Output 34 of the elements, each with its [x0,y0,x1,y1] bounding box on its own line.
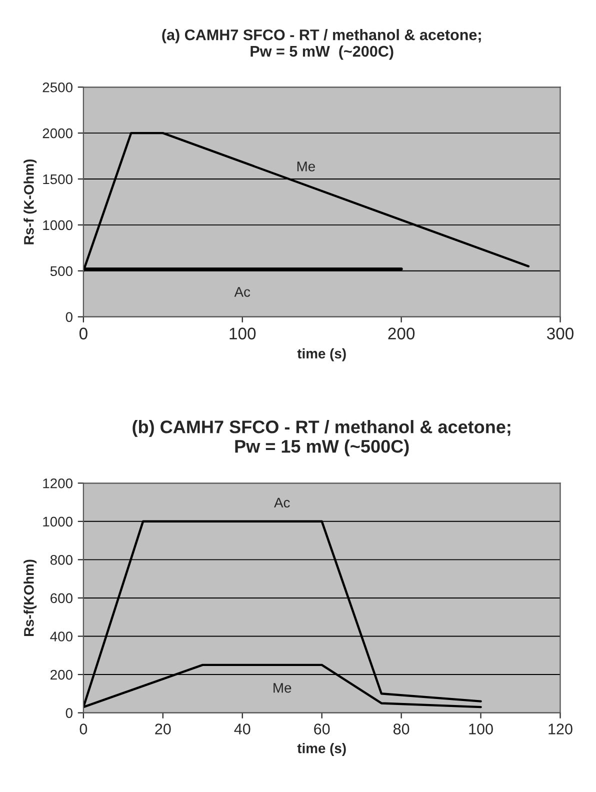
series-label: Me [274,683,292,693]
x-tick-label: 100 [469,724,493,734]
x-tick-label: 20 [155,724,171,734]
series-label: Me [297,162,315,172]
y-tick-label: 0 [66,312,72,322]
x-tick-label: 200 [388,328,415,340]
y-tick-label: 1000 [43,516,72,527]
y-tick-label: 2500 [42,82,72,92]
x-tick-label: 0 [79,328,88,340]
chart-title: (a) CAMH7 SFCO - RT / methanol & acetone; Pw = 5 mW (~200C) [162,29,481,60]
series-label: Ac [274,498,290,508]
y-tick-label: 200 [50,670,72,680]
x-tick-label: 60 [314,724,330,734]
x-axis-title: time (s) [297,743,346,756]
x-tick-label: 300 [546,328,574,340]
y-tick-label: 2000 [42,128,72,138]
y-axis-title: Rs-f(KOhm) [24,560,37,636]
y-axis-title: Rs-f (K-Ohm) [24,159,37,244]
series-label: Ac [234,287,250,297]
y-tick-label: 800 [50,555,72,565]
y-tick-label: 600 [50,593,72,604]
x-tick-label: 80 [393,724,410,734]
x-tick-label: 120 [548,724,572,734]
y-tick-label: 1200 [43,478,72,488]
x-axis-title: time (s) [297,348,346,362]
y-tick-label: 1500 [43,174,72,184]
x-tick-label: 0 [80,724,88,734]
x-tick-label: 40 [234,724,250,734]
y-tick-label: 400 [50,632,72,642]
y-tick-label: 0 [66,708,72,718]
y-tick-label: 1000 [43,220,72,230]
y-tick-label: 500 [50,266,72,276]
chart-title: (b) CAMH7 SFCO - RT / methanol & acetone; Pw = 15 mW (~500C) [132,420,510,456]
x-tick-label: 100 [230,328,256,340]
